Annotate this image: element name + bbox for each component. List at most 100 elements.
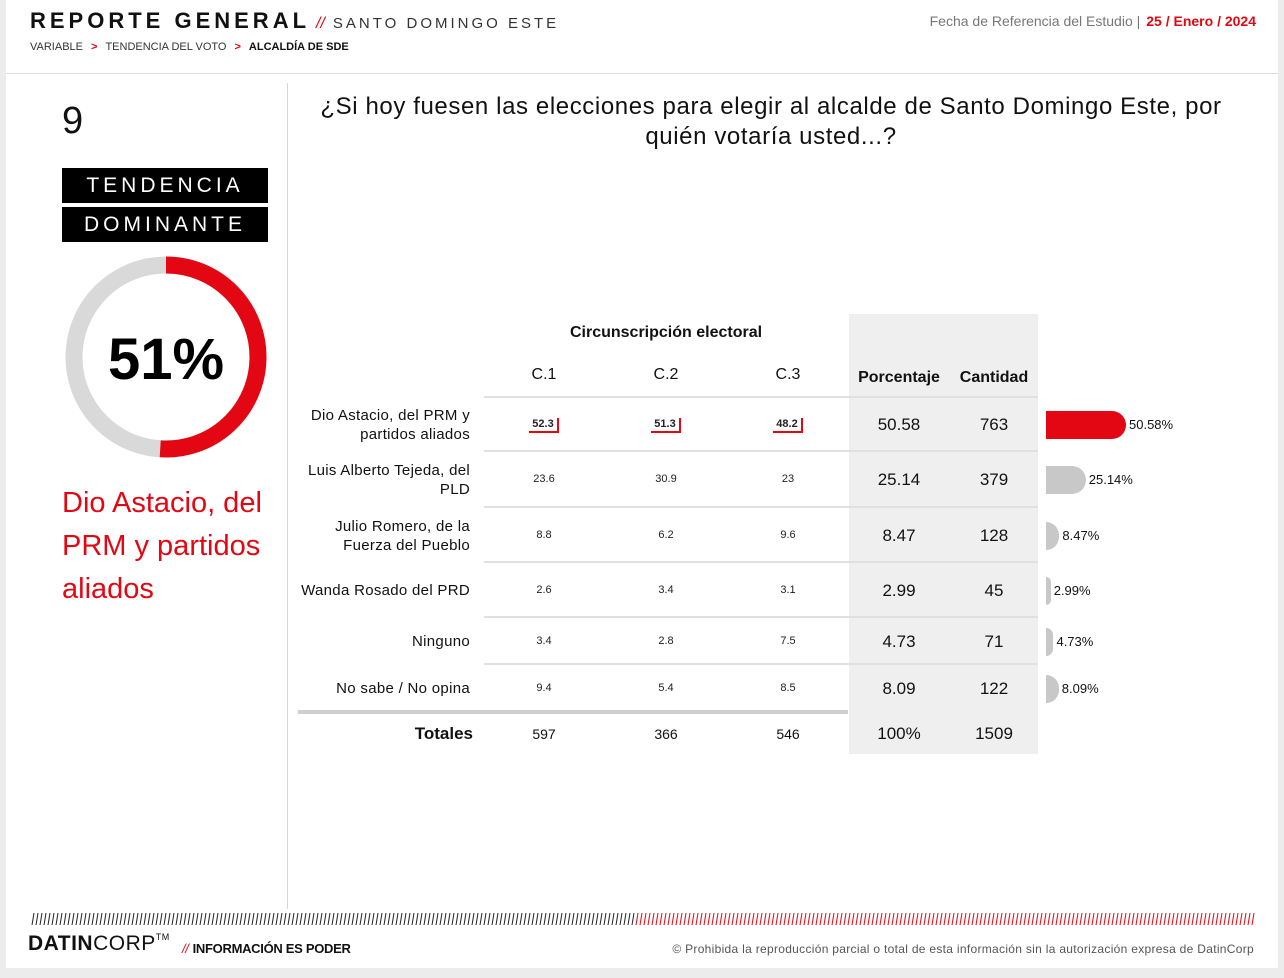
report-title-text: REPORTE GENERAL <box>30 8 311 33</box>
candidate-label: Dio Astacio, del PRM y partidos aliados <box>310 407 470 443</box>
cell-cantidad: 71 <box>984 631 1004 651</box>
candidate-label: Julio Romero, de la Fuerza del Pueblo <box>335 517 470 554</box>
decorative-dash-strip <box>31 912 1255 926</box>
copyright-notice: © Prohibida la reproducción parcial o to… <box>672 942 1254 956</box>
candidate-label: Luis Alberto Tejeda, del PLD <box>307 462 470 498</box>
cell-cantidad: 128 <box>979 525 1009 545</box>
cell-c3: 8.5 <box>780 681 796 694</box>
report-subtitle: SANTO DOMINGO ESTE <box>332 15 560 32</box>
report-title: REPORTE GENERAL // SANTO DOMINGO ESTE <box>30 8 559 34</box>
percentage-bar <box>1046 627 1054 656</box>
percentage-bar-label: 4.73% <box>1056 633 1094 649</box>
tag-tendencia: TENDENCIA <box>62 168 268 203</box>
reference-date-value: 25 / Enero / 2024 <box>1146 13 1256 29</box>
reference-date: Fecha de Referencia del Estudio | 25 / En… <box>930 13 1256 29</box>
cell-c3: 48.2 <box>758 418 818 433</box>
slide-number: 9 <box>62 100 84 142</box>
row-divider <box>484 616 1038 618</box>
tagline-text: INFORMACIÓN ES PODER <box>192 941 351 956</box>
cell-porcentaje: 8.09 <box>882 678 916 698</box>
breadcrumb-tendencia: TENDENCIA DEL VOTO <box>105 41 227 53</box>
cell-c1: 52.3 <box>514 418 574 433</box>
column-header-c1: C.1 <box>531 366 557 383</box>
breadcrumb: VARIABLE > TENDENCIA DEL VOTO > ALCALDÍA DE … <box>30 41 349 53</box>
row-divider <box>484 450 1038 452</box>
donut-arc <box>159 256 267 458</box>
percentage-bar-label: 2.99% <box>1053 582 1091 598</box>
cell-c2: 6.2 <box>658 528 674 541</box>
reference-date-label: Fecha de Referencia del Estudio | <box>929 13 1141 29</box>
circunscripcion-header: Circunscripción electoral <box>569 324 763 341</box>
donut-chart <box>65 256 267 458</box>
report-page: REPORTE GENERAL // SANTO DOMINGO ESTE VARI… <box>6 0 1278 968</box>
row-divider <box>484 663 1038 665</box>
cell-c1: 8.8 <box>536 528 552 541</box>
breadcrumb-separator: > <box>234 41 241 53</box>
row-divider <box>484 561 1038 563</box>
cell-porcentaje: 2.99 <box>882 580 916 600</box>
totals-c3: 546 <box>776 726 800 742</box>
cell-porcentaje: 4.73 <box>882 631 916 651</box>
percentage-bar-label: 8.09% <box>1061 680 1099 696</box>
cell-cantidad: 763 <box>979 415 1009 434</box>
logo-bold-text: DATIN <box>28 932 94 955</box>
cell-c3: 3.1 <box>780 583 796 596</box>
candidate-label: Ninguno <box>412 632 470 650</box>
cell-c3: 7.5 <box>780 634 796 647</box>
cell-cantidad: 45 <box>984 580 1004 600</box>
totals-porcentaje: 100% <box>877 724 921 743</box>
breadcrumb-alcaldia: ALCALDÍA DE SDE <box>248 41 349 53</box>
row-divider <box>484 396 1038 398</box>
totals-label: Totales <box>414 724 473 743</box>
cell-c2: 51.3 <box>636 418 696 433</box>
column-header-porcentaje: Porcentaje <box>858 369 940 386</box>
datincorp-logo: DATINCORPTM <box>28 932 170 956</box>
column-header-cantidad: Cantidad <box>959 369 1029 386</box>
logo-light-text: CORP <box>93 932 156 955</box>
cell-c3-value: 48.2 <box>773 418 803 433</box>
winner-name: Dio Astacio, del PRM y partidos aliados <box>62 487 262 605</box>
cell-c3: 9.6 <box>780 528 796 541</box>
totals-c1: 597 <box>532 726 556 742</box>
summary-column-band <box>849 314 1038 754</box>
donut-value: 51% <box>107 327 225 392</box>
cell-porcentaje: 25.14 <box>877 470 921 489</box>
cell-c1: 3.4 <box>536 634 552 647</box>
column-header-c2: C.2 <box>653 366 679 383</box>
percentage-bar-label: 50.58% <box>1129 417 1174 432</box>
cell-c3: 23 <box>781 473 795 485</box>
header-divider <box>6 73 1278 74</box>
totals-c2: 366 <box>654 726 678 742</box>
cell-cantidad: 122 <box>979 678 1009 698</box>
cell-c2: 5.4 <box>658 681 674 694</box>
percentage-bar <box>1046 576 1051 605</box>
breadcrumb-separator: > <box>91 41 98 53</box>
tag-dominante: DOMINANTE <box>62 207 268 242</box>
percentage-bar-label: 25.14% <box>1088 472 1133 487</box>
cell-c2: 2.8 <box>658 634 674 647</box>
cell-c2: 30.9 <box>655 473 677 485</box>
percentage-bar <box>1046 674 1059 703</box>
totals-divider <box>298 710 848 714</box>
survey-question: ¿Si hoy fuesen las elecciones para elegi… <box>320 93 1222 150</box>
title-separator: // <box>316 15 325 32</box>
footer-tagline: //INFORMACIÓN ES PODER <box>182 941 351 956</box>
vertical-divider <box>287 83 288 909</box>
cell-c1: 9.4 <box>536 681 552 694</box>
candidate-label: Wanda Rosado del PRD <box>301 581 470 599</box>
percentage-bar <box>1046 466 1086 494</box>
cell-cantidad: 379 <box>979 470 1009 489</box>
tagline-separator: // <box>182 941 189 956</box>
percentage-bar <box>1046 521 1060 550</box>
candidate-label: No sabe / No opina <box>336 679 470 697</box>
cell-c2-value: 51.3 <box>651 418 681 433</box>
cell-c1: 23.6 <box>533 473 555 485</box>
cell-porcentaje: 50.58 <box>877 415 921 434</box>
cell-c1: 2.6 <box>536 583 552 596</box>
column-header-c3: C.3 <box>775 366 801 383</box>
row-divider <box>484 506 1038 508</box>
cell-c1-value: 52.3 <box>529 418 559 433</box>
totals-cantidad: 1509 <box>975 724 1013 743</box>
breadcrumb-variable: VARIABLE <box>30 41 83 53</box>
percentage-bar-label: 8.47% <box>1062 527 1100 543</box>
